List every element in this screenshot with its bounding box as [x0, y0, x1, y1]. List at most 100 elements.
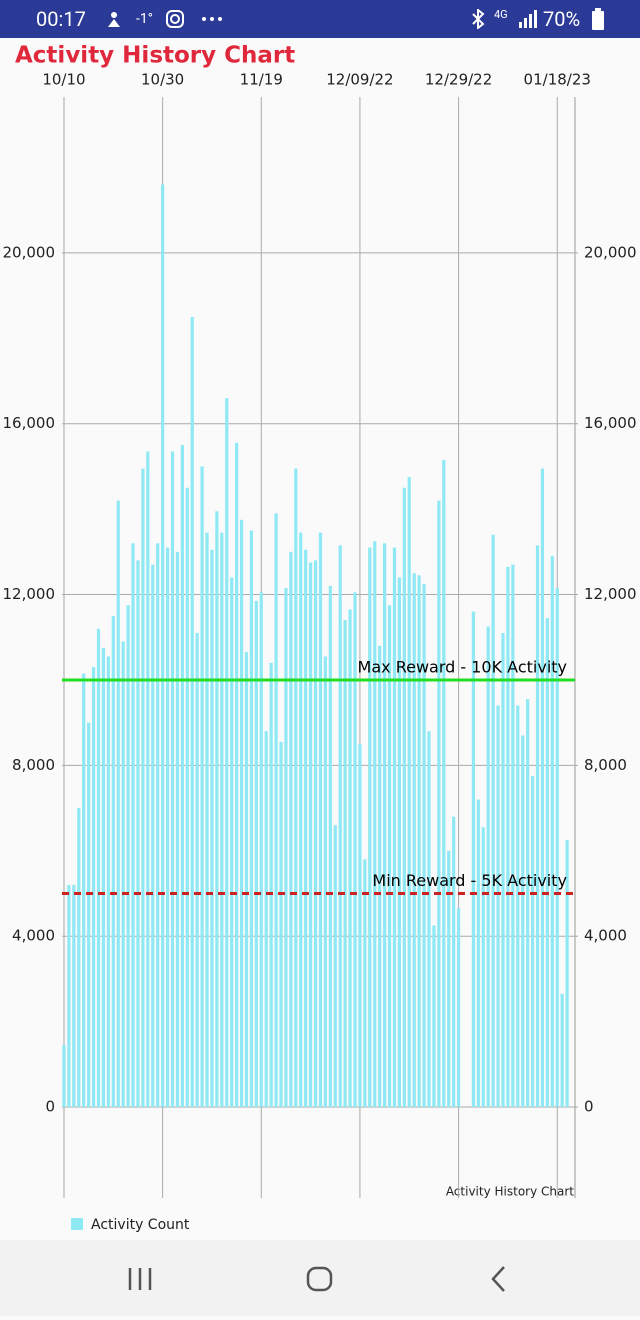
bar — [422, 583, 426, 1108]
bar — [190, 316, 194, 1108]
bar — [175, 551, 180, 1108]
network: 4G — [494, 8, 508, 21]
bar — [269, 662, 273, 1108]
bar — [215, 511, 219, 1108]
bar — [195, 632, 199, 1108]
bar — [235, 442, 239, 1108]
bar — [96, 628, 101, 1108]
battery: 70% — [543, 7, 581, 31]
bar — [432, 925, 436, 1108]
bar — [412, 573, 416, 1108]
bar — [116, 500, 120, 1108]
bar — [373, 541, 377, 1108]
bluetooth-icon — [472, 9, 485, 29]
home-button[interactable] — [306, 1266, 333, 1292]
y2-tick-label: 20,000 — [584, 243, 637, 261]
bar — [471, 611, 475, 1108]
bar — [309, 562, 313, 1108]
bar — [136, 560, 140, 1108]
bar — [82, 673, 86, 1108]
recents-button[interactable] — [128, 1268, 152, 1290]
bar — [392, 547, 397, 1108]
bar — [274, 513, 278, 1108]
bar — [437, 500, 441, 1108]
bar — [313, 560, 318, 1108]
bar — [348, 609, 352, 1108]
bar — [279, 741, 283, 1108]
bar — [294, 468, 298, 1108]
bar — [516, 705, 520, 1108]
bar — [284, 588, 288, 1108]
bar — [442, 460, 446, 1108]
y-tick-label: 16,000 — [3, 414, 56, 432]
bar — [358, 744, 362, 1108]
bar — [210, 549, 214, 1108]
x-tick-label: 01/18/23 — [524, 71, 591, 89]
x-tick-label: 10/30 — [141, 71, 184, 89]
bar — [506, 566, 510, 1108]
back-button[interactable] — [491, 1266, 505, 1292]
icon — [108, 12, 120, 27]
bar — [87, 722, 91, 1108]
bar — [407, 477, 411, 1108]
bar — [200, 466, 204, 1108]
x-tick-label: 11/19 — [240, 71, 283, 89]
y-tick-label: 8,000 — [12, 756, 55, 774]
bar — [170, 451, 175, 1108]
y-tick-label: 12,000 — [3, 585, 56, 603]
bar — [526, 699, 530, 1108]
bar — [249, 530, 254, 1108]
legend-swatch — [71, 1218, 83, 1230]
bar — [156, 543, 160, 1108]
legend-label: Activity Count — [91, 1217, 190, 1233]
bar — [318, 532, 323, 1108]
chart-title: Activity History Chart — [15, 43, 295, 69]
bar — [535, 545, 540, 1108]
bar — [417, 575, 421, 1108]
bar — [501, 632, 505, 1108]
bar — [239, 519, 244, 1108]
nav-icons — [128, 1266, 505, 1292]
bar — [540, 468, 545, 1108]
status-bar: 00:17 -1° 4G 70% — [0, 0, 640, 38]
bar — [555, 588, 559, 1108]
bar — [161, 184, 165, 1108]
bar — [343, 620, 347, 1108]
y-tick-label: 20,000 — [3, 243, 56, 261]
bar — [151, 564, 155, 1108]
bar — [165, 547, 170, 1108]
navigation-bar — [0, 1240, 640, 1316]
bar — [244, 652, 249, 1108]
bar — [328, 586, 332, 1108]
bar — [77, 808, 81, 1108]
bar — [67, 884, 71, 1108]
bar — [259, 592, 263, 1108]
bar — [126, 605, 130, 1108]
bar — [427, 731, 431, 1108]
bar — [565, 840, 569, 1108]
bar — [481, 827, 485, 1108]
bar — [230, 577, 234, 1108]
bar — [521, 735, 525, 1108]
bar — [289, 551, 293, 1108]
limit-label: Max Reward - 10K Activity — [358, 657, 567, 676]
y-tick-label: 4,000 — [12, 927, 55, 945]
bar — [447, 850, 451, 1108]
bar — [550, 556, 554, 1108]
more-icon — [202, 17, 222, 21]
bar — [304, 549, 308, 1108]
bar — [338, 545, 342, 1108]
x-tick-label: 12/09/22 — [326, 71, 393, 89]
bar — [511, 564, 515, 1108]
bar — [530, 776, 535, 1108]
bar — [121, 641, 125, 1108]
bar — [185, 487, 189, 1108]
bar — [225, 398, 229, 1108]
bar — [397, 577, 401, 1108]
bar — [402, 487, 406, 1108]
battery-icon — [592, 8, 604, 30]
instagram-icon — [166, 10, 184, 28]
bar — [254, 600, 258, 1108]
bar — [382, 543, 387, 1108]
